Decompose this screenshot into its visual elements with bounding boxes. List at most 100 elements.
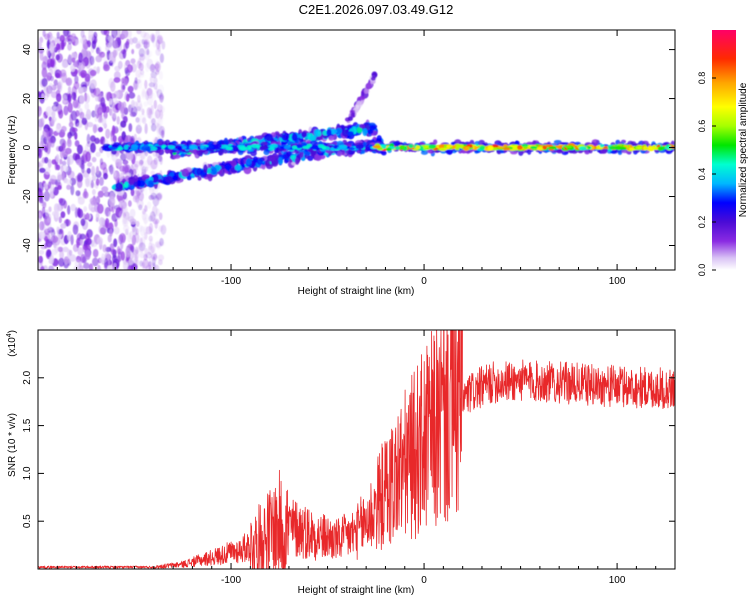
heatmap-cell xyxy=(617,148,623,155)
heatmap-cell xyxy=(113,77,121,83)
heatmap-cell xyxy=(92,257,99,267)
heatmap-cell xyxy=(615,145,623,150)
heatmap-cell xyxy=(206,173,214,179)
heatmap-cell xyxy=(564,145,573,149)
heatmap-cell xyxy=(66,138,72,148)
heatmap-cell xyxy=(269,143,278,149)
spectrogram-ticks: -100 0 100 -40 -20 0 20 40 xyxy=(22,30,676,287)
snr-series-line xyxy=(38,330,675,569)
heatmap-cell xyxy=(136,235,143,245)
heatmap-cell xyxy=(74,259,81,268)
heatmap-cell xyxy=(63,256,70,265)
heatmap-cell xyxy=(341,129,350,137)
heatmap-cell xyxy=(44,167,51,175)
heatmap-cell xyxy=(153,99,157,110)
heatmap-cell xyxy=(137,47,145,53)
heatmap-cell xyxy=(91,40,97,50)
heatmap-cell xyxy=(127,265,133,270)
heatmap-cell xyxy=(165,175,173,184)
heatmap-cell xyxy=(148,82,156,88)
heatmap-cell xyxy=(150,71,157,79)
heatmap-cell xyxy=(78,61,83,73)
heatmap-cell xyxy=(67,170,75,179)
heatmap-cell xyxy=(38,255,43,264)
heatmap-cell xyxy=(142,213,150,224)
heatmap-cell xyxy=(55,182,62,189)
heatmap-cell xyxy=(130,58,136,64)
heatmap-cell xyxy=(111,107,117,119)
heatmap-cell xyxy=(329,128,338,135)
heatmap-cell xyxy=(129,111,137,117)
y-tick-label: 40 xyxy=(22,44,33,56)
heatmap-cell xyxy=(107,265,113,270)
heatmap-cell xyxy=(120,81,126,93)
heatmap-cell xyxy=(41,77,48,87)
heatmap-cell xyxy=(148,194,154,201)
heatmap-cell xyxy=(159,53,164,64)
heatmap-cell xyxy=(153,122,159,129)
heatmap-cell xyxy=(77,247,84,256)
heatmap-cell xyxy=(48,231,54,242)
heatmap-cell xyxy=(129,218,137,225)
heatmap-cell xyxy=(137,94,141,103)
heatmap-cell xyxy=(48,36,56,45)
heatmap-cell xyxy=(67,86,72,93)
heatmap-cell xyxy=(157,254,165,261)
heatmap-cell xyxy=(110,81,116,92)
heatmap-cell xyxy=(38,181,44,193)
heatmap-cell xyxy=(132,249,139,256)
heatmap-cell xyxy=(97,126,103,133)
heatmap-cell xyxy=(621,149,628,154)
heatmap-cell xyxy=(186,140,192,146)
heatmap-cell xyxy=(263,149,270,156)
heatmap-cell xyxy=(129,231,134,240)
heatmap-cell xyxy=(265,133,273,142)
heatmap-cell xyxy=(229,160,236,166)
heatmap-cell xyxy=(113,226,120,235)
heatmap-cell xyxy=(46,213,52,224)
heatmap-cell xyxy=(257,158,263,165)
heatmap-cell xyxy=(245,158,252,165)
heatmap-cell xyxy=(142,258,149,269)
heatmap-cell xyxy=(657,146,663,151)
heatmap-cell xyxy=(86,109,92,120)
heatmap-cell xyxy=(71,57,76,63)
heatmap-cell xyxy=(149,33,156,42)
heatmap-cell xyxy=(420,150,429,155)
heatmap-cell xyxy=(120,251,125,261)
heatmap-cell xyxy=(177,146,183,151)
heatmap-cell xyxy=(251,144,260,149)
heatmap-cell xyxy=(146,201,152,209)
heatmap-cell xyxy=(86,133,91,145)
heatmap-cell xyxy=(46,249,52,258)
heatmap-cell xyxy=(386,147,392,151)
heatmap-cell xyxy=(135,228,140,235)
heatmap-cell xyxy=(49,254,54,265)
heatmap-cell xyxy=(256,135,264,140)
heatmap-cell xyxy=(38,262,41,270)
heatmap-cell xyxy=(517,145,523,150)
heatmap-cell xyxy=(119,200,124,207)
heatmap-cell xyxy=(76,241,80,249)
heatmap-cell xyxy=(76,122,83,129)
heatmap-cell xyxy=(74,140,80,147)
heatmap-cell xyxy=(212,167,217,175)
heatmap-cell xyxy=(99,227,106,235)
heatmap-cell xyxy=(523,146,528,150)
heatmap-cell xyxy=(287,151,292,157)
heatmap-cell xyxy=(70,65,76,72)
heatmap-cell xyxy=(299,150,304,159)
heatmap-cell xyxy=(100,30,108,35)
heatmap-cell xyxy=(294,157,300,165)
heatmap-cell xyxy=(108,196,116,207)
heatmap-cell xyxy=(55,154,60,163)
heatmap-cell xyxy=(299,137,304,144)
heatmap-cell xyxy=(114,127,119,134)
heatmap-cell xyxy=(105,44,110,52)
heatmap-cell xyxy=(643,146,648,151)
heatmap-cell xyxy=(95,212,100,220)
heatmap-cell xyxy=(46,72,52,81)
heatmap-cell xyxy=(141,174,150,180)
heatmap-cell xyxy=(238,146,248,151)
heatmap-cell xyxy=(38,124,43,131)
